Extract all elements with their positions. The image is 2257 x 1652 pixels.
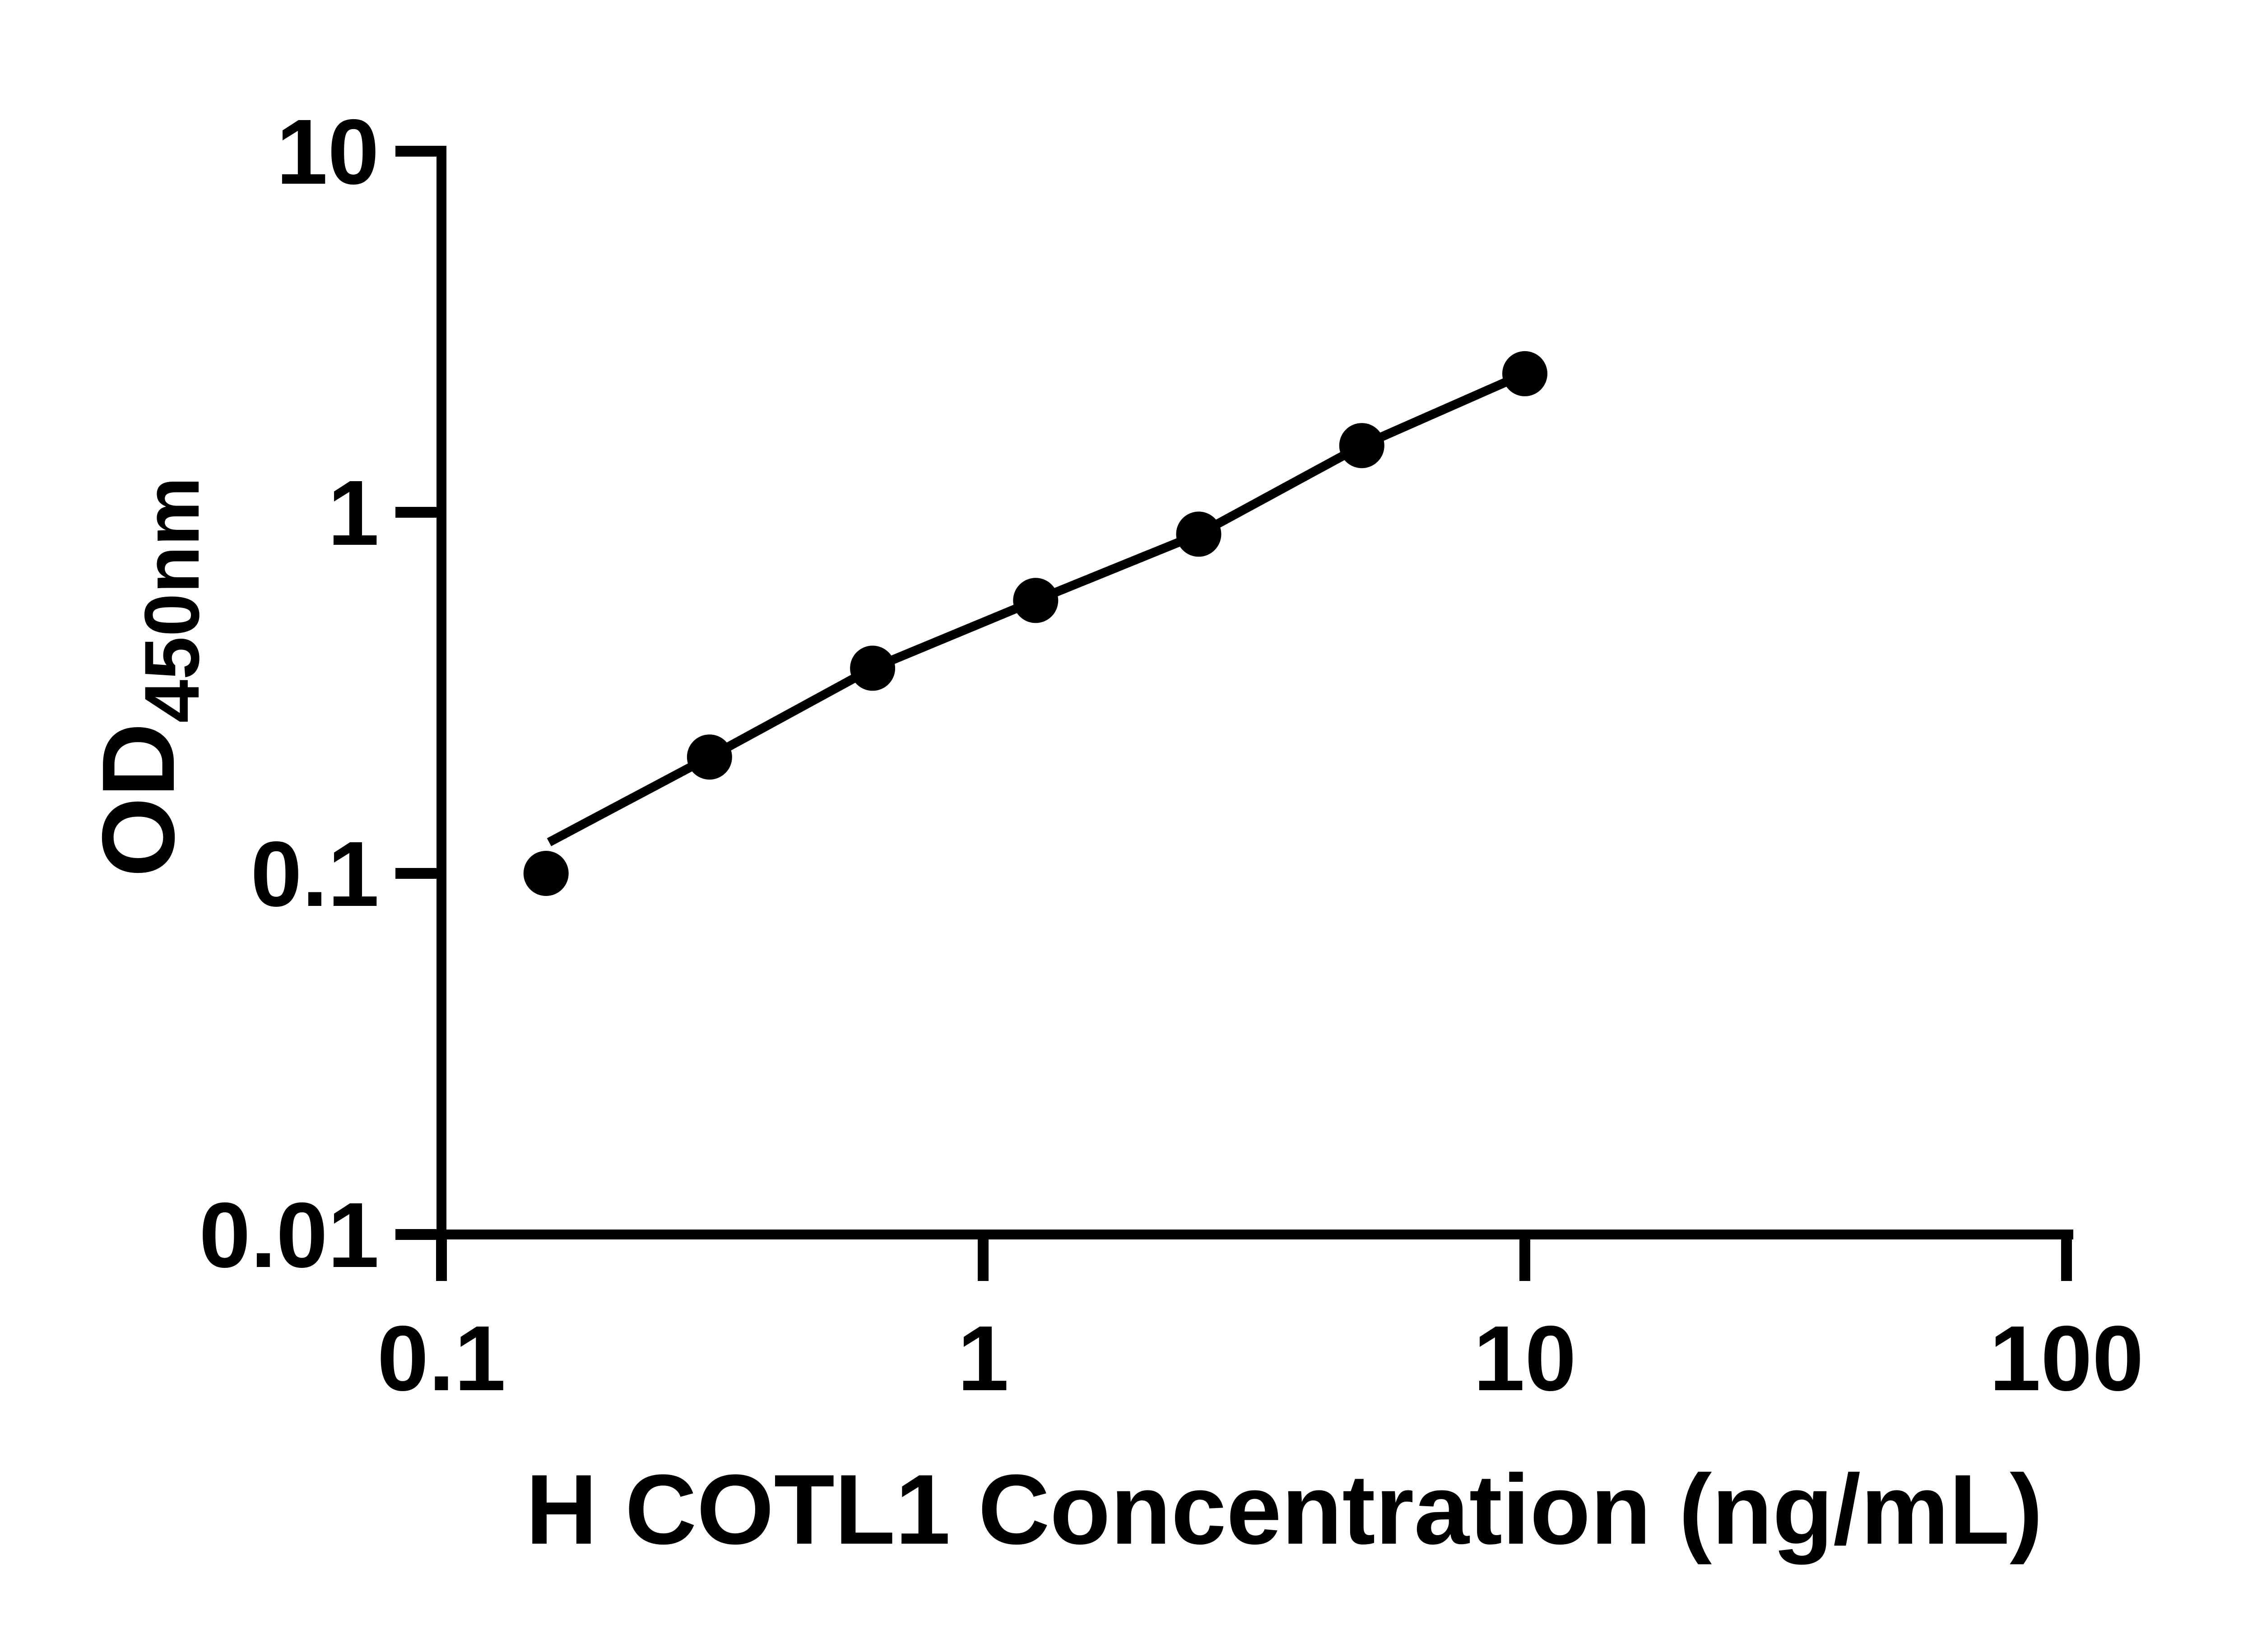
data-point	[687, 734, 732, 780]
y-axis-title: OD450nm	[81, 477, 215, 877]
y-axis-title-main: OD	[81, 723, 196, 877]
data-points-group	[523, 351, 1547, 896]
data-point	[1176, 511, 1221, 557]
x-tick-label: 100	[1989, 1307, 2144, 1410]
x-tick-label: 1	[957, 1307, 1009, 1410]
x-tick-label: 0.1	[377, 1307, 506, 1410]
y-axis-ticks: 10 1 0.1 0.01	[199, 100, 446, 1287]
data-point	[1502, 351, 1547, 396]
y-tick-label: 10	[276, 100, 379, 204]
x-axis-ticks: 0.1 1 10 100	[377, 1230, 2144, 1410]
data-point	[850, 645, 896, 691]
x-axis-title: H COTL1 Concentration (ng/mL)	[526, 1454, 2043, 1565]
data-point	[523, 851, 569, 896]
data-point	[1013, 578, 1059, 623]
y-axis-title-subscript: 450nm	[129, 477, 215, 723]
data-point	[1339, 423, 1384, 469]
y-tick-label: 0.1	[251, 822, 379, 926]
y-tick-label: 1	[328, 461, 379, 565]
x-tick-label: 10	[1473, 1307, 1576, 1410]
y-tick-label: 0.01	[199, 1183, 379, 1287]
